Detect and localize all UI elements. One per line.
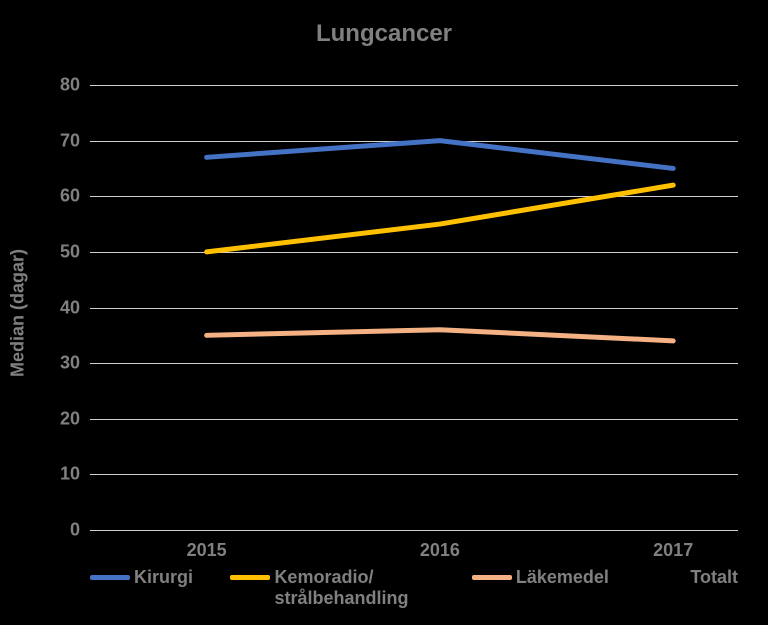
- y-tick-label: 80: [60, 75, 80, 96]
- y-axis-label: Median (dagar): [8, 248, 29, 376]
- y-tick-label: 30: [60, 353, 80, 374]
- legend-swatch: [230, 575, 270, 580]
- legend-swatch: [472, 575, 512, 580]
- x-tick-label: 2017: [653, 540, 693, 561]
- x-tick-label: 2016: [420, 540, 460, 561]
- legend-label: Totalt: [690, 567, 738, 589]
- legend-item: Totalt: [646, 567, 738, 589]
- legend-swatch: [90, 575, 130, 580]
- y-tick-label: 40: [60, 297, 80, 318]
- legend-label: Läkemedel: [516, 567, 609, 589]
- y-tick-label: 0: [70, 520, 80, 541]
- chart-title: Lungcancer: [316, 20, 452, 48]
- y-tick-label: 20: [60, 408, 80, 429]
- plot-area: 01020304050607080201520162017: [90, 85, 738, 530]
- grid-line: [90, 530, 738, 531]
- chart-container: Lungcancer Median (dagar) 01020304050607…: [0, 0, 768, 625]
- legend-label: Kemoradio/ strålbehandling: [274, 567, 434, 610]
- series-svg: [90, 85, 738, 530]
- legend-item: Läkemedel: [472, 567, 609, 589]
- series-line-kemoradio-str-lbehandling: [207, 185, 674, 252]
- legend-item: Kirurgi: [90, 567, 193, 589]
- y-tick-label: 10: [60, 464, 80, 485]
- y-tick-label: 60: [60, 186, 80, 207]
- y-tick-label: 50: [60, 241, 80, 262]
- y-tick-label: 70: [60, 130, 80, 151]
- legend: Kirurgi Kemoradio/ strålbehandling Läkemed…: [90, 567, 738, 610]
- series-line-l-kemedel: [207, 330, 674, 341]
- series-line-kirurgi: [207, 141, 674, 169]
- legend-item: Kemoradio/ strålbehandling: [230, 567, 434, 610]
- legend-label: Kirurgi: [134, 567, 193, 589]
- x-tick-label: 2015: [187, 540, 227, 561]
